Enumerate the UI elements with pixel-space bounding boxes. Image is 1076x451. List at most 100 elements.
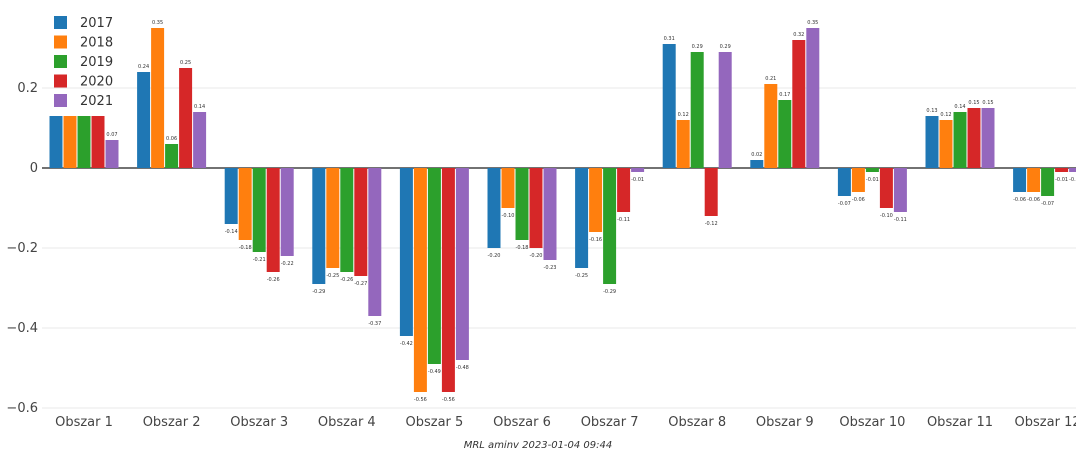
x-tick-label: Obszar 3 bbox=[230, 415, 288, 430]
data-label: 0.21 bbox=[765, 76, 776, 82]
bar-2020-obszar-9 bbox=[792, 40, 805, 168]
bar-2018-obszar-8 bbox=[677, 120, 690, 168]
data-label: 0.06 bbox=[166, 136, 177, 142]
bar-2019-obszar-1 bbox=[78, 116, 91, 168]
data-label: -0.21 bbox=[253, 257, 266, 263]
bar-2021-obszar-3 bbox=[281, 168, 294, 256]
bar-2017-obszar-11 bbox=[926, 116, 939, 168]
bar-2021-obszar-6 bbox=[544, 168, 557, 260]
y-tick-label: 0.2 bbox=[17, 81, 38, 96]
x-tick-label: Obszar 1 bbox=[55, 415, 113, 430]
bar-2018-obszar-6 bbox=[502, 168, 515, 208]
data-label: -0.25 bbox=[326, 273, 339, 279]
bar-2021-obszar-7 bbox=[631, 168, 644, 172]
data-label: -0.16 bbox=[589, 237, 602, 243]
data-label: -0.29 bbox=[312, 289, 325, 295]
bar-2018-obszar-1 bbox=[64, 116, 77, 168]
bar-2017-obszar-7 bbox=[575, 168, 588, 268]
legend-label-2020: 2020 bbox=[80, 75, 113, 90]
bar-2020-obszar-8 bbox=[705, 168, 718, 216]
bar-2018-obszar-2 bbox=[151, 28, 164, 168]
x-tick-label: Obszar 4 bbox=[318, 415, 376, 430]
legend-swatch-2021 bbox=[54, 94, 67, 107]
data-label: -0.26 bbox=[340, 277, 353, 283]
x-tick-label: Obszar 8 bbox=[668, 415, 726, 430]
bar-2020-obszar-1 bbox=[92, 116, 105, 168]
data-label: -0.29 bbox=[603, 289, 616, 295]
data-label: 0.07 bbox=[106, 132, 117, 138]
data-label: -0.01 bbox=[866, 177, 879, 183]
data-label: 0.15 bbox=[968, 100, 979, 106]
x-tick-label: Obszar 10 bbox=[839, 415, 905, 430]
chart-footer: MRL aminv 2023-01-04 09:44 bbox=[0, 440, 1076, 451]
data-label: -0.10 bbox=[502, 213, 515, 219]
x-tick-label: Obszar 9 bbox=[756, 415, 814, 430]
bar-2020-obszar-11 bbox=[968, 108, 981, 168]
data-label: -0.25 bbox=[575, 273, 588, 279]
data-label: -0.06 bbox=[1013, 197, 1026, 203]
data-label: 0.12 bbox=[678, 112, 689, 118]
bar-2021-obszar-8 bbox=[719, 52, 732, 168]
data-label: 0.02 bbox=[751, 152, 762, 158]
data-label: -0.01 bbox=[631, 177, 644, 183]
y-tick-label: −0.2 bbox=[6, 241, 38, 256]
data-label: -0.37 bbox=[368, 321, 381, 327]
data-label: -0.01 bbox=[1069, 177, 1076, 183]
y-axis: 0.20−0.2−0.4−0.6 bbox=[6, 81, 38, 416]
bar-2021-obszar-11 bbox=[982, 108, 995, 168]
bar-2017-obszar-10 bbox=[838, 168, 851, 196]
bar-2019-obszar-3 bbox=[253, 168, 266, 252]
bar-2019-obszar-8 bbox=[691, 52, 704, 168]
bar-2018-obszar-3 bbox=[239, 168, 252, 240]
bar-2020-obszar-4 bbox=[354, 168, 367, 276]
data-label: -0.01 bbox=[1055, 177, 1068, 183]
bar-2021-obszar-5 bbox=[456, 168, 469, 360]
x-tick-label: Obszar 7 bbox=[581, 415, 639, 430]
legend-swatch-2020 bbox=[54, 75, 67, 88]
data-label: 0.13 bbox=[926, 108, 937, 114]
bar-2019-obszar-5 bbox=[428, 168, 441, 364]
bar-2019-obszar-7 bbox=[603, 168, 616, 284]
data-label: 0.25 bbox=[180, 60, 191, 66]
bar-2017-obszar-8 bbox=[663, 44, 676, 168]
bar-2018-obszar-11 bbox=[940, 120, 953, 168]
bar-2017-obszar-12 bbox=[1013, 168, 1026, 192]
legend-label-2019: 2019 bbox=[80, 55, 113, 70]
data-label: -0.22 bbox=[281, 261, 294, 267]
x-tick-label: Obszar 12 bbox=[1015, 415, 1076, 430]
bar-2020-obszar-5 bbox=[442, 168, 455, 392]
data-label: -0.10 bbox=[880, 213, 893, 219]
data-label: 0.35 bbox=[152, 20, 163, 26]
bar-chart: 0.070.240.350.060.250.14-0.14-0.18-0.21-… bbox=[0, 0, 1076, 440]
bar-2019-obszar-12 bbox=[1041, 168, 1054, 196]
legend-swatch-2018 bbox=[54, 36, 67, 49]
data-label: -0.14 bbox=[225, 229, 238, 235]
data-label: 0.14 bbox=[954, 104, 965, 110]
legend-label-2021: 2021 bbox=[80, 94, 113, 109]
data-label: -0.20 bbox=[488, 253, 501, 259]
x-tick-label: Obszar 5 bbox=[406, 415, 464, 430]
bar-2017-obszar-5 bbox=[400, 168, 413, 336]
bar-2020-obszar-6 bbox=[530, 168, 543, 248]
legend-swatch-2019 bbox=[54, 55, 67, 68]
bar-2018-obszar-4 bbox=[326, 168, 339, 268]
bar-2018-obszar-10 bbox=[852, 168, 865, 192]
bar-2017-obszar-1 bbox=[50, 116, 63, 168]
bars bbox=[50, 28, 1076, 392]
data-label: -0.18 bbox=[516, 245, 529, 251]
data-label: -0.49 bbox=[428, 369, 441, 375]
data-label: -0.11 bbox=[617, 217, 630, 223]
data-label: -0.07 bbox=[1041, 201, 1054, 207]
bar-2018-obszar-9 bbox=[764, 84, 777, 168]
data-label: 0.15 bbox=[982, 100, 993, 106]
data-label: -0.56 bbox=[442, 397, 455, 403]
bar-2018-obszar-7 bbox=[589, 168, 602, 232]
bar-2020-obszar-12 bbox=[1055, 168, 1068, 172]
data-label: 0.31 bbox=[664, 36, 675, 42]
bar-2018-obszar-5 bbox=[414, 168, 427, 392]
y-tick-label: −0.6 bbox=[6, 401, 38, 416]
bar-2020-obszar-10 bbox=[880, 168, 893, 208]
data-label: 0.17 bbox=[779, 92, 790, 98]
legend-label-2017: 2017 bbox=[80, 16, 113, 31]
data-label: -0.12 bbox=[705, 221, 718, 227]
